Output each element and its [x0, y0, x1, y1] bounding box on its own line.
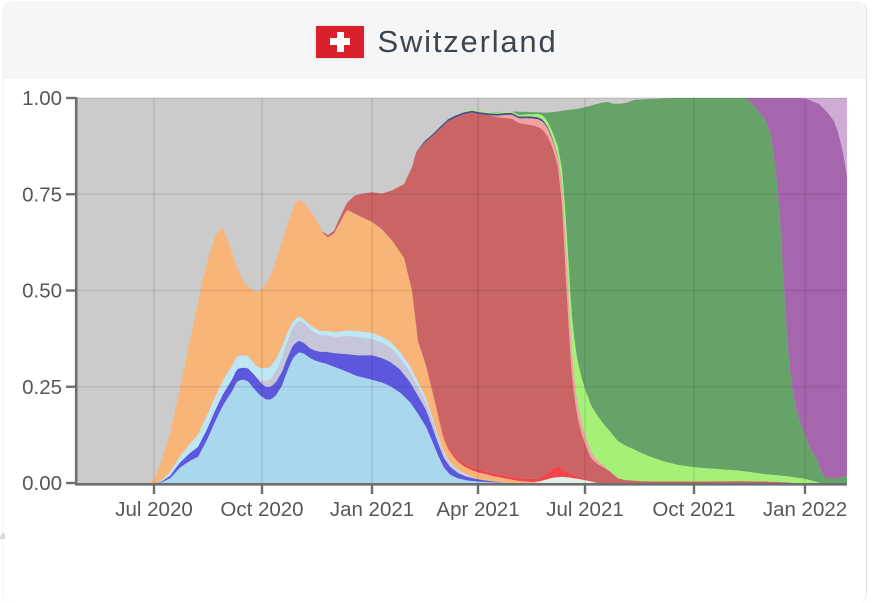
- svg-text:0.25: 0.25: [22, 376, 62, 399]
- svg-text:Jul 2020: Jul 2020: [115, 498, 193, 521]
- svg-text:1.00: 1.00: [22, 87, 62, 110]
- svg-text:0.75: 0.75: [22, 183, 62, 206]
- svg-text:Jan 2022: Jan 2022: [763, 498, 847, 521]
- svg-text:Jan 2021: Jan 2021: [330, 498, 414, 521]
- svg-text:Jul 2021: Jul 2021: [546, 498, 624, 521]
- svg-text:0.50: 0.50: [22, 280, 62, 303]
- svg-text:Oct 2020: Oct 2020: [220, 498, 303, 521]
- svg-text:0.00: 0.00: [22, 472, 62, 495]
- svg-text:Apr 2021: Apr 2021: [436, 498, 519, 521]
- svg-text:Oct 2021: Oct 2021: [652, 498, 735, 521]
